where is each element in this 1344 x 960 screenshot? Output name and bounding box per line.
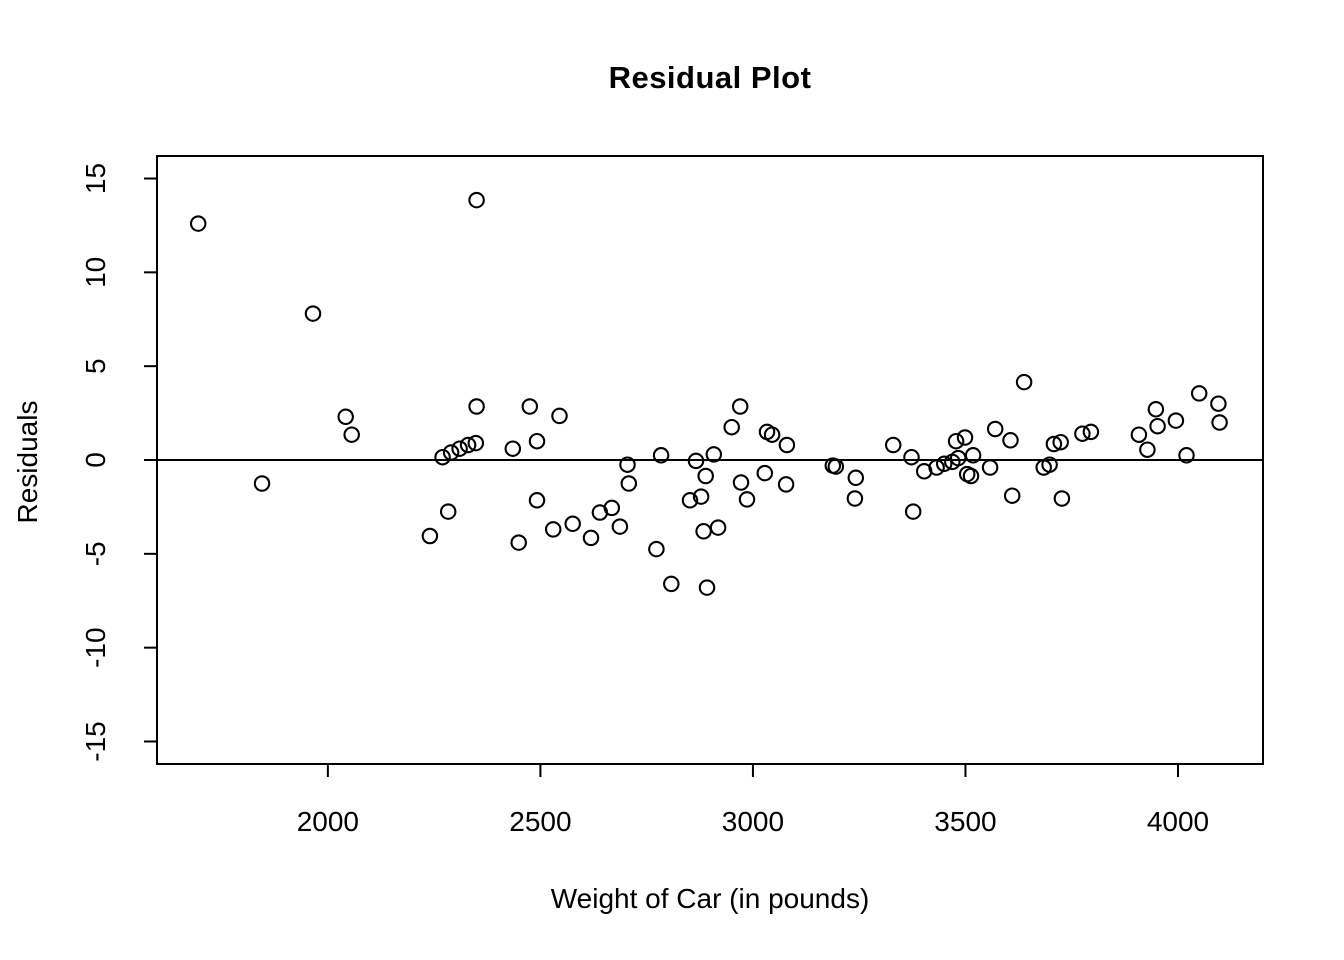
data-point bbox=[442, 444, 460, 461]
data-point bbox=[337, 408, 354, 426]
data-point bbox=[544, 521, 562, 538]
x-axis-tick-label: 4000 bbox=[1147, 806, 1209, 837]
data-point bbox=[1053, 490, 1071, 507]
data-point bbox=[928, 459, 945, 476]
data-point bbox=[695, 523, 712, 540]
data-point bbox=[468, 191, 485, 209]
y-axis-tick-label: 0 bbox=[80, 452, 111, 468]
data-point bbox=[687, 452, 705, 470]
data-point bbox=[521, 398, 539, 415]
data-point bbox=[1211, 414, 1228, 431]
y-axis-tick-label: 10 bbox=[80, 257, 111, 288]
data-point bbox=[756, 464, 774, 482]
data-point bbox=[692, 488, 710, 505]
x-axis-tick-label: 3500 bbox=[934, 806, 996, 837]
data-point bbox=[343, 426, 360, 443]
data-point bbox=[504, 440, 522, 457]
y-axis-tick-label: 15 bbox=[80, 163, 111, 194]
data-point bbox=[528, 492, 546, 509]
data-point bbox=[1082, 423, 1100, 441]
data-point bbox=[304, 305, 322, 322]
data-point bbox=[964, 447, 982, 464]
data-point bbox=[731, 398, 749, 415]
data-point bbox=[1167, 412, 1185, 429]
data-point bbox=[1045, 435, 1063, 453]
data-point bbox=[947, 432, 965, 450]
data-point bbox=[1178, 447, 1195, 464]
data-point bbox=[421, 527, 439, 545]
data-point bbox=[434, 448, 451, 466]
data-point bbox=[698, 579, 716, 596]
data-point bbox=[1041, 456, 1058, 473]
data-point bbox=[652, 447, 670, 464]
data-point bbox=[935, 455, 953, 473]
data-point bbox=[439, 503, 457, 520]
x-axis-tick-label: 2500 bbox=[509, 806, 571, 837]
data-point bbox=[528, 432, 546, 450]
data-point bbox=[962, 467, 980, 485]
data-point bbox=[619, 456, 636, 473]
data-point bbox=[763, 426, 781, 443]
y-axis-tick-label: 5 bbox=[80, 358, 111, 374]
data-point bbox=[981, 459, 999, 476]
x-axis-tick-label: 3000 bbox=[722, 806, 784, 837]
data-point bbox=[1210, 395, 1227, 412]
y-axis-title: Residuals bbox=[12, 400, 43, 524]
data-point bbox=[1139, 441, 1156, 458]
data-point bbox=[884, 436, 902, 454]
x-axis-title: Weight of Car (in pounds) bbox=[550, 883, 870, 914]
data-point bbox=[904, 503, 922, 520]
data-point bbox=[564, 515, 581, 533]
data-point bbox=[723, 418, 740, 436]
data-point bbox=[777, 476, 795, 493]
data-point bbox=[451, 440, 468, 457]
data-point bbox=[705, 446, 723, 463]
data-point bbox=[603, 499, 621, 517]
data-point bbox=[1002, 432, 1019, 449]
data-point bbox=[189, 215, 207, 232]
data-point bbox=[778, 436, 796, 454]
data-point bbox=[1149, 417, 1166, 435]
data-point bbox=[1015, 373, 1033, 391]
data-point bbox=[903, 448, 920, 466]
data-point bbox=[551, 407, 568, 425]
data-point bbox=[467, 434, 485, 452]
y-axis-tick-label: -5 bbox=[80, 541, 111, 566]
y-axis-tick-label: -10 bbox=[80, 627, 111, 667]
data-point bbox=[709, 519, 727, 536]
data-point bbox=[732, 474, 750, 491]
data-point bbox=[1052, 433, 1069, 451]
y-axis-tick-label: -15 bbox=[80, 721, 111, 761]
data-point bbox=[459, 436, 477, 454]
data-point bbox=[986, 420, 1004, 438]
data-point bbox=[1003, 487, 1021, 504]
data-point bbox=[611, 518, 629, 535]
data-point bbox=[1190, 385, 1208, 402]
data-point bbox=[663, 575, 680, 593]
data-point bbox=[697, 467, 714, 485]
data-point bbox=[648, 540, 665, 558]
data-point bbox=[847, 469, 865, 487]
data-point bbox=[468, 398, 485, 415]
data-point bbox=[510, 534, 527, 551]
data-point bbox=[681, 492, 699, 509]
data-point bbox=[1074, 425, 1091, 442]
data-point bbox=[253, 475, 271, 492]
data-point bbox=[1130, 426, 1148, 443]
chart-title: Residual Plot bbox=[608, 60, 812, 95]
data-point bbox=[582, 529, 600, 547]
x-axis-tick-label: 2000 bbox=[297, 806, 359, 837]
data-point bbox=[738, 491, 756, 508]
data-point bbox=[1147, 401, 1165, 418]
data-point bbox=[956, 429, 974, 446]
data-point bbox=[846, 490, 864, 507]
data-point bbox=[827, 458, 845, 475]
data-point bbox=[620, 475, 638, 492]
